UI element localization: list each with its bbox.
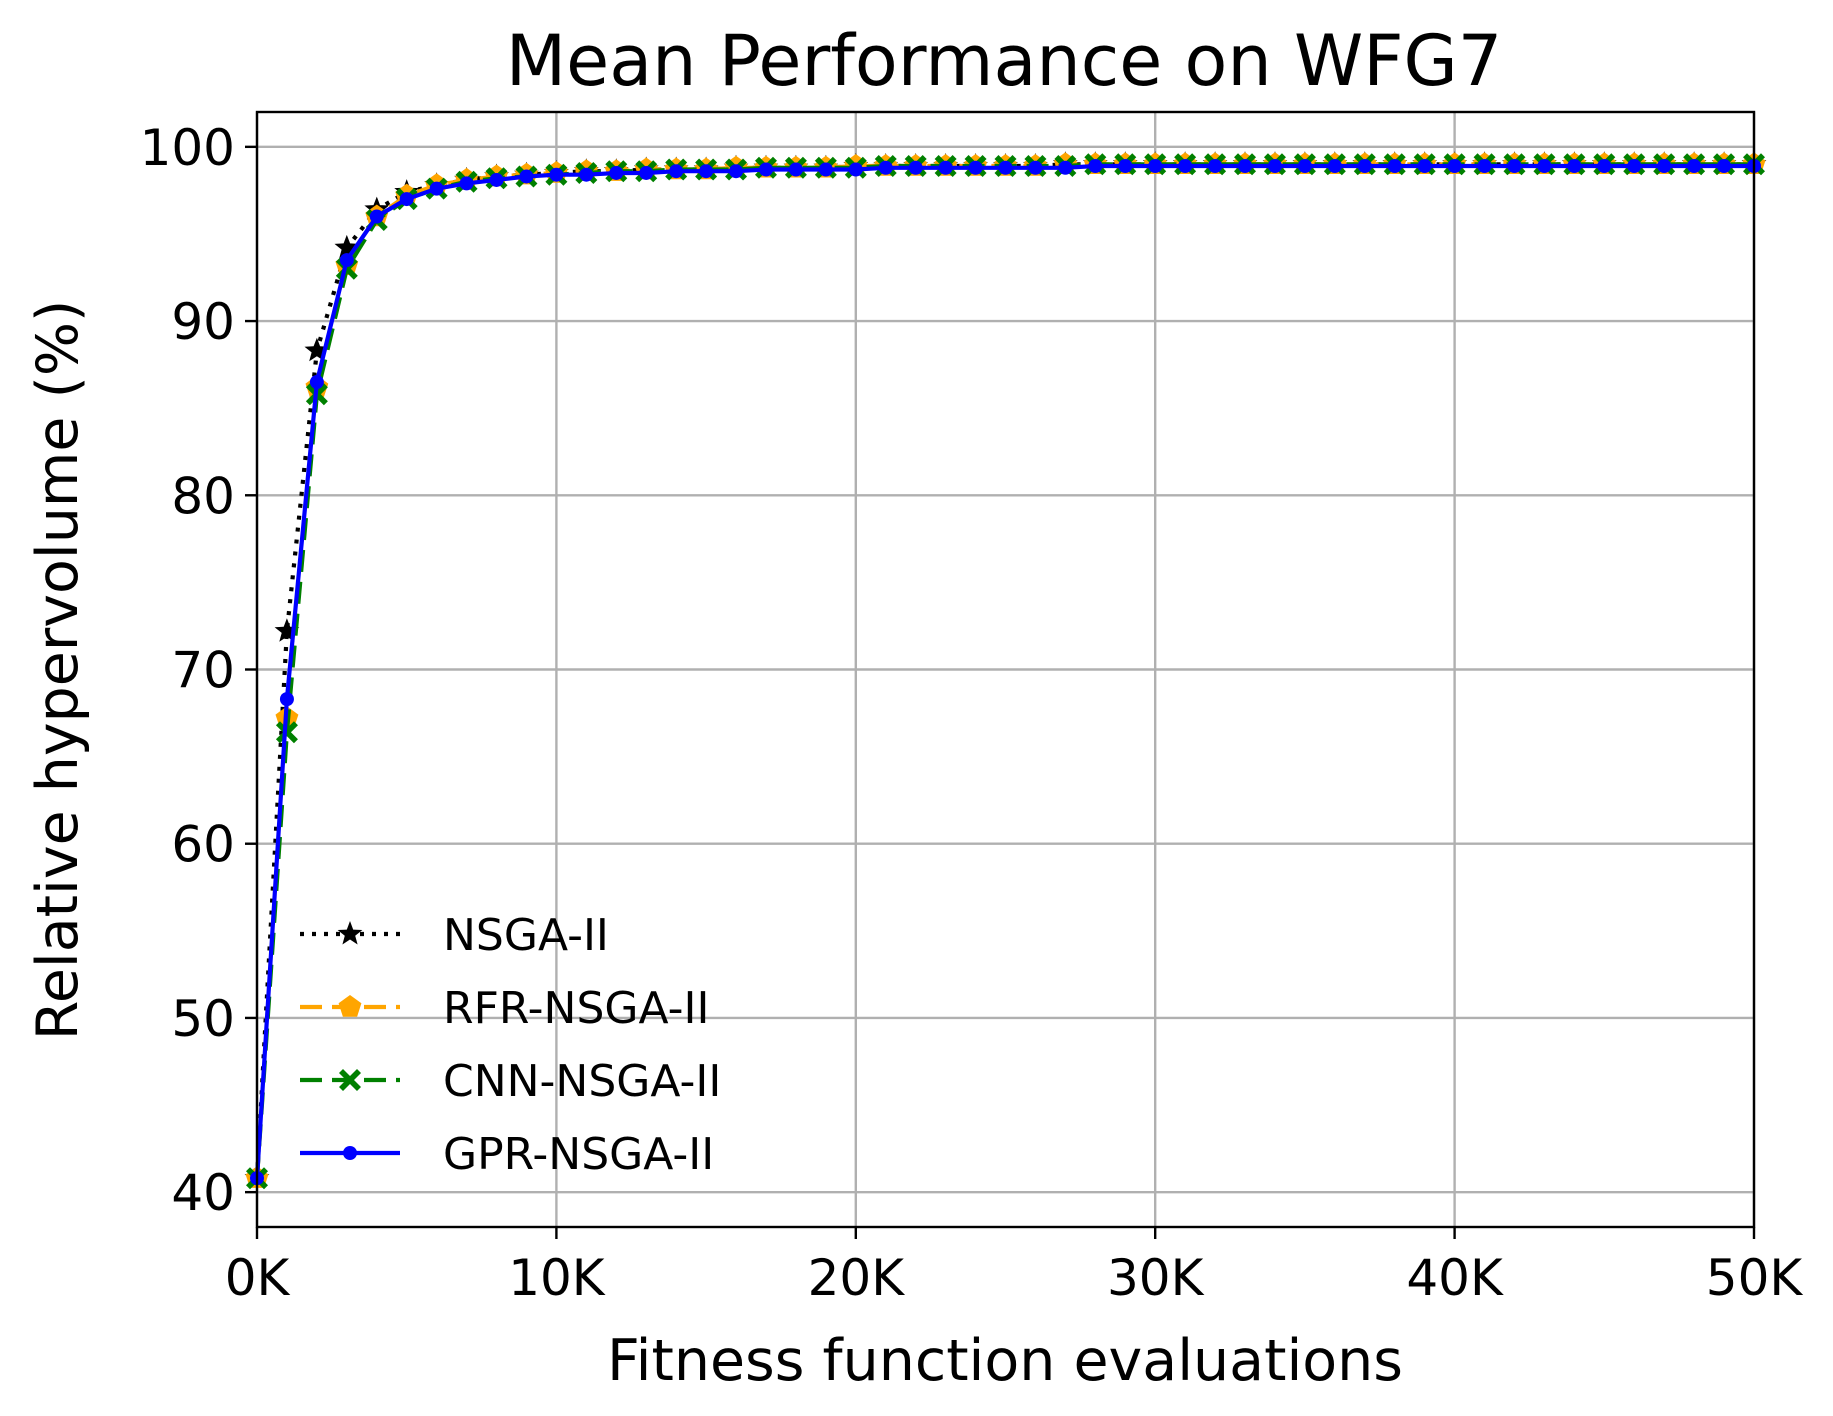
x-tick-label: 50K (1706, 1249, 1804, 1307)
legend-item: NSGA-II (300, 910, 609, 961)
data-point (275, 721, 298, 744)
data-point (1028, 160, 1043, 175)
y-tick-label: 50 (171, 990, 235, 1048)
y-tick-label: 40 (171, 1164, 235, 1222)
data-point (1058, 160, 1073, 175)
data-point (878, 160, 893, 175)
legend-item: RFR-NSGA-II (300, 983, 709, 1034)
data-point (848, 162, 863, 177)
y-tick-label: 70 (171, 642, 235, 700)
y-axis-label: Relative hypervolume (%) (25, 300, 91, 1040)
data-point (519, 169, 534, 184)
data-point (579, 167, 594, 182)
x-tick-label: 40K (1406, 1249, 1504, 1307)
y-tick-label: 90 (171, 293, 235, 351)
data-point (968, 160, 983, 175)
data-point (1537, 159, 1552, 174)
data-point (1208, 159, 1223, 174)
x-tick-label: 10K (508, 1249, 606, 1307)
data-point (549, 167, 564, 182)
data-point (1148, 159, 1163, 174)
data-point (1567, 159, 1582, 174)
data-point (459, 176, 474, 191)
data-point (339, 253, 354, 268)
data-point (334, 234, 360, 259)
data-point (1417, 159, 1432, 174)
data-point (1717, 159, 1732, 174)
data-point (669, 164, 684, 179)
x-tick-label: 20K (808, 1249, 906, 1307)
x-axis: 0K 10K 20K 30K 40K 50K (225, 1227, 1804, 1307)
data-point (1297, 159, 1312, 174)
data-point (489, 172, 504, 187)
data-point (938, 160, 953, 175)
legend-marker (337, 921, 363, 945)
data-point (1507, 159, 1522, 174)
y-tick-label: 100 (140, 119, 235, 177)
data-point (1627, 159, 1642, 174)
data-point (1088, 159, 1103, 174)
data-point (274, 618, 300, 642)
data-point (818, 162, 833, 177)
legend-label: RFR-NSGA-II (443, 983, 709, 1034)
data-point (729, 164, 744, 179)
x-tick-label: 0K (225, 1249, 291, 1307)
data-point (1687, 159, 1702, 174)
data-point (399, 192, 414, 207)
chart-title: Mean Performance on WFG7 (506, 20, 1503, 102)
data-point (1477, 159, 1492, 174)
data-point (1267, 159, 1282, 174)
legend-marker (338, 995, 362, 1017)
data-point (609, 165, 624, 180)
data-point (429, 181, 444, 196)
legend-marker (343, 1146, 357, 1160)
data-point (1118, 159, 1133, 174)
legend-item: CNN-NSGA-II (300, 1056, 721, 1107)
data-point (309, 375, 324, 390)
series-layer (244, 151, 1767, 1190)
x-axis-label: Fitness function evaluations (607, 1328, 1403, 1394)
data-point (998, 160, 1013, 175)
y-tick-label: 80 (171, 467, 235, 525)
data-point (908, 160, 923, 175)
legend-label: CNN-NSGA-II (443, 1056, 721, 1107)
data-point (1657, 159, 1672, 174)
legend-marker (339, 1069, 361, 1091)
data-point (1597, 159, 1612, 174)
data-point (639, 165, 654, 180)
y-tick-label: 60 (171, 816, 235, 874)
data-point (1238, 159, 1253, 174)
data-point (1327, 159, 1342, 174)
data-point (1178, 159, 1193, 174)
data-point (1447, 159, 1462, 174)
legend: NSGA-II RFR-NSGA-II CNN-NSGA-II GPR-NSGA-II (300, 910, 721, 1180)
legend-item: GPR-NSGA-II (300, 1129, 714, 1180)
data-point (699, 164, 714, 179)
legend-label: GPR-NSGA-II (443, 1129, 714, 1180)
data-point (279, 692, 294, 707)
series-gpr-nsga-ii (250, 159, 1761, 1186)
data-point (1387, 159, 1402, 174)
data-point (788, 162, 803, 177)
data-point (758, 162, 773, 177)
legend-label: NSGA-II (443, 910, 609, 961)
x-tick-label: 30K (1107, 1249, 1205, 1307)
data-point (1357, 159, 1372, 174)
data-point (304, 337, 330, 362)
data-point (369, 209, 384, 224)
y-axis: 40 50 60 70 80 90 100 (140, 119, 257, 1222)
